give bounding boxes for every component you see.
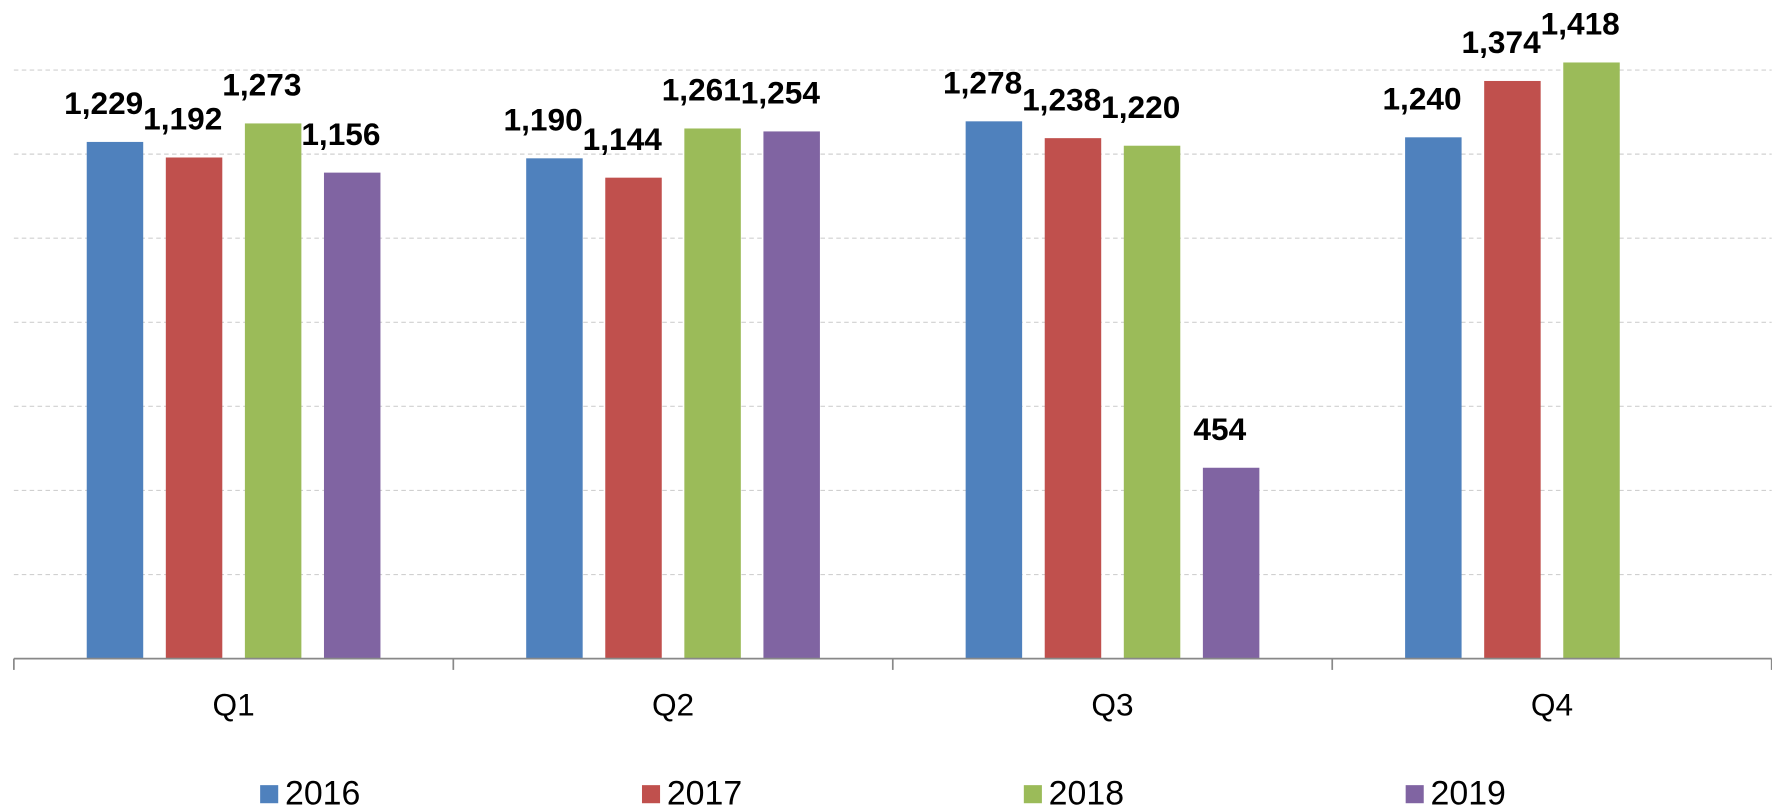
legend-label: 2019: [1431, 774, 1506, 810]
data-label: 1,190: [504, 102, 583, 138]
x-tick-label: Q4: [1531, 687, 1573, 723]
data-label: 1,229: [64, 85, 143, 121]
data-label: 1,261: [662, 72, 741, 108]
legend-swatch: [641, 785, 661, 804]
bar: [1123, 145, 1181, 659]
bar: [244, 123, 302, 659]
legend-swatch: [1405, 785, 1424, 804]
data-label: 1,278: [943, 65, 1022, 101]
data-label: 1,238: [1022, 81, 1101, 117]
x-tick-label: Q3: [1091, 687, 1133, 723]
data-label: 1,273: [222, 67, 301, 103]
bar: [86, 141, 144, 659]
data-label: 454: [1193, 411, 1246, 447]
bar: [526, 158, 583, 659]
bar: [1405, 137, 1462, 659]
bar: [323, 172, 381, 659]
legend-label: 2016: [285, 774, 360, 810]
bar: [763, 131, 820, 659]
x-tick-label: Q2: [652, 687, 694, 723]
legend-label: 2017: [667, 774, 742, 810]
bar: [1563, 62, 1620, 659]
bar: [1202, 467, 1260, 659]
data-label: 1,254: [741, 75, 821, 111]
data-label: 1,240: [1382, 81, 1461, 117]
bar: [965, 121, 1023, 659]
bar: [684, 128, 741, 659]
legend-label: 2018: [1049, 774, 1124, 810]
data-label: 1,374: [1462, 24, 1542, 60]
data-label: 1,220: [1101, 89, 1180, 125]
legend-swatch: [260, 785, 279, 804]
data-label: 1,192: [143, 101, 222, 137]
bar: [1484, 80, 1541, 659]
legend-swatch: [1023, 785, 1042, 804]
x-tick-label: Q1: [213, 687, 255, 723]
bar: [605, 177, 662, 659]
data-label: 1,418: [1541, 6, 1620, 42]
data-label: 1,156: [301, 116, 380, 152]
data-label: 1,144: [583, 121, 663, 157]
bar: [1044, 138, 1102, 659]
bar: [165, 157, 223, 659]
